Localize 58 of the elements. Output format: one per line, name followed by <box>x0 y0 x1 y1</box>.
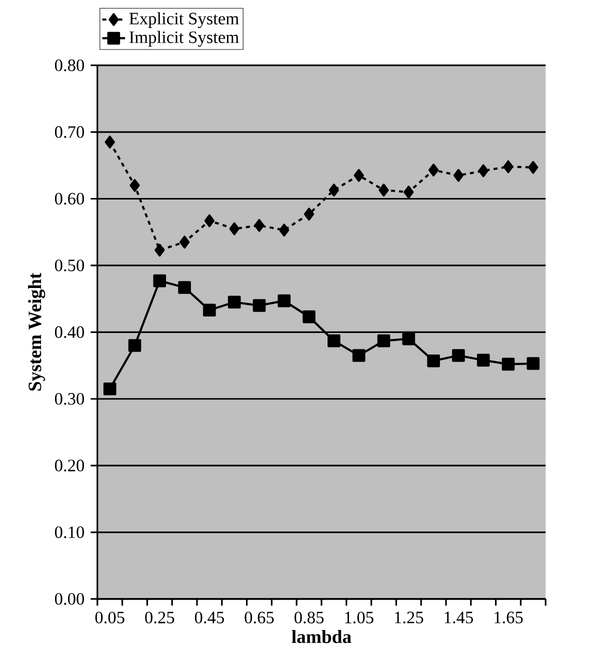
x-tick-label: 0.65 <box>244 612 274 624</box>
point <box>526 357 540 370</box>
point <box>328 184 339 196</box>
x-axis-title: lambda <box>292 630 352 644</box>
y-tick-label: 0.50 <box>54 260 84 272</box>
point <box>252 299 266 312</box>
point <box>476 354 490 367</box>
x-tick-label: 1.05 <box>345 612 374 624</box>
x-tick-label: 0.85 <box>294 612 324 624</box>
y-tick-label: 0.00 <box>54 593 84 605</box>
y-tick-label: 0.40 <box>54 326 84 338</box>
y-tick-label: 0.20 <box>54 460 84 472</box>
point <box>104 136 115 148</box>
x-tick-label: 1.65 <box>494 612 523 624</box>
point <box>202 304 216 317</box>
point <box>103 382 116 396</box>
point <box>402 332 415 346</box>
point <box>503 160 514 174</box>
point <box>377 334 390 348</box>
y-tick-label: 0.80 <box>54 59 84 72</box>
point <box>453 169 464 182</box>
point <box>452 349 465 362</box>
point <box>153 274 166 288</box>
point <box>179 236 190 249</box>
point <box>204 214 214 228</box>
point <box>426 354 440 368</box>
x-tick-label: 0.25 <box>144 612 174 624</box>
point <box>327 334 340 348</box>
point <box>154 244 165 257</box>
point <box>354 169 364 182</box>
legend-label: Explicit System <box>129 12 239 28</box>
point <box>228 296 241 309</box>
x-tick-label: 0.45 <box>194 612 224 624</box>
point <box>428 164 438 176</box>
y-tick-label: 0.60 <box>54 192 84 205</box>
point <box>278 224 290 237</box>
point <box>528 161 538 174</box>
y-tick-label: 0.30 <box>54 392 84 405</box>
legend-label: Implicit System <box>129 30 239 47</box>
point <box>229 222 240 236</box>
y-axis-title: System Weight <box>28 272 45 391</box>
point <box>302 310 316 324</box>
point <box>178 281 191 294</box>
point <box>278 294 290 308</box>
x-tick-label: 0.05 <box>95 612 124 624</box>
x-tick-label: 1.25 <box>394 612 423 624</box>
point <box>130 179 140 192</box>
y-tick-label: 0.10 <box>54 526 84 538</box>
point <box>378 184 389 196</box>
point <box>352 349 366 362</box>
point <box>304 208 314 221</box>
point <box>254 219 264 232</box>
point <box>478 164 488 178</box>
x-tick-label: 1.45 <box>444 612 473 624</box>
point <box>128 339 141 352</box>
point <box>502 358 515 371</box>
y-tick-label: 0.70 <box>54 126 84 138</box>
point <box>403 186 414 198</box>
